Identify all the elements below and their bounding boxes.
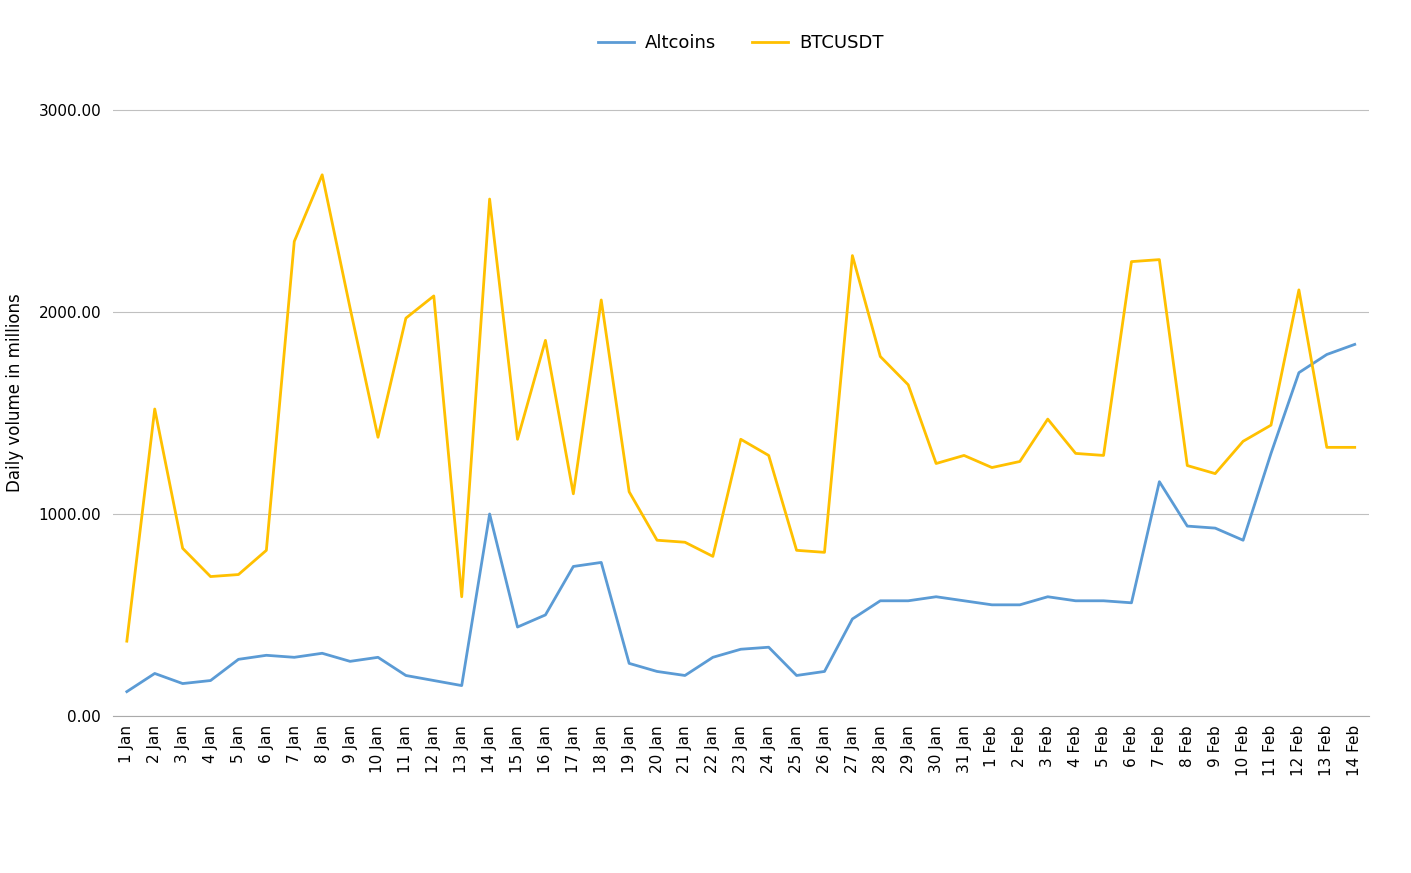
Y-axis label: Daily volume in millions: Daily volume in millions (7, 293, 24, 492)
Legend: Altcoins, BTCUSDT: Altcoins, BTCUSDT (591, 27, 890, 59)
